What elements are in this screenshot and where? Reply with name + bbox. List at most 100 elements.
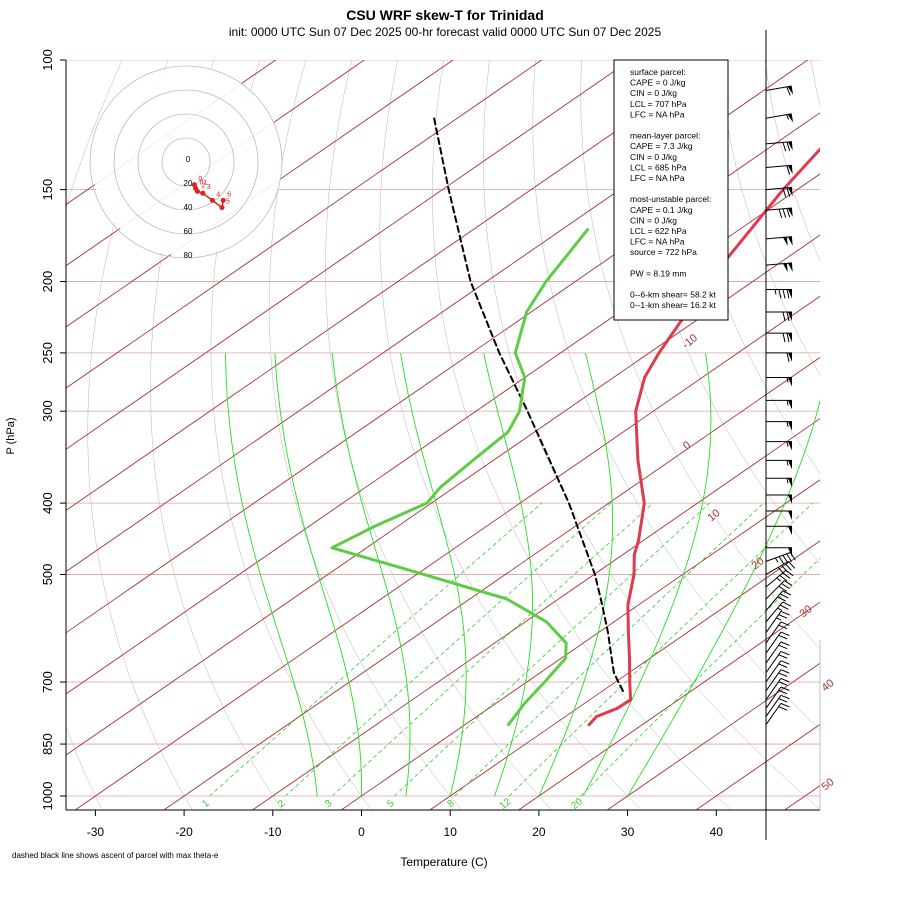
wind-barb-half-feather — [786, 400, 789, 406]
wind-barb-feather — [780, 686, 790, 691]
wind-barb-feather — [786, 208, 791, 218]
isotherm — [340, 479, 820, 810]
wind-barb — [766, 459, 792, 470]
wind-barb-feather — [778, 556, 785, 565]
isotherm-label: 10 — [706, 507, 723, 524]
wind-barb — [765, 113, 794, 123]
wind-barb — [766, 421, 792, 431]
wind-barb-pennant — [787, 236, 793, 246]
hodograph-ring — [113, 89, 259, 235]
wind-barb — [766, 332, 792, 343]
mixing-ratio-label: 2 — [276, 798, 288, 810]
wind-barb-feather — [778, 585, 787, 592]
info-line: 0--6-km shear= 58.2 kt — [630, 290, 716, 300]
wind-barb-feather — [782, 142, 787, 152]
info-line: PW = 8.19 mm — [630, 268, 686, 278]
dry-adiabat — [210, 60, 373, 810]
x-tick-label: 40 — [710, 825, 724, 839]
wind-barb — [765, 236, 793, 247]
wind-barb-pennant — [788, 511, 792, 521]
hodograph-point — [220, 197, 226, 203]
wind-barb-feather — [777, 596, 786, 602]
wind-barb-half-feather — [774, 557, 779, 563]
wind-barb-feather — [786, 289, 790, 299]
isotherm — [783, 785, 820, 810]
wind-barb-feather — [782, 332, 786, 343]
isotherm — [163, 356, 820, 810]
wind-barb-feather — [780, 631, 790, 637]
wind-barb-staff — [765, 641, 782, 664]
isotherm — [66, 112, 820, 634]
isotherm — [251, 418, 820, 810]
info-line: 0--1-km shear= 16.2 kt — [630, 300, 716, 310]
wind-barb-staff — [765, 590, 784, 611]
info-line: LCL = 622 hPa — [630, 226, 687, 236]
chart-subtitle: init: 0000 UTC Sun 07 Dec 2025 00-hr for… — [229, 25, 662, 39]
hodograph-ring — [89, 65, 283, 259]
wind-barb-pennant — [788, 460, 792, 470]
hodograph-point-label: 2 — [201, 182, 205, 189]
hodograph-point — [209, 197, 215, 203]
x-axis-label: Temperature (C) — [400, 855, 487, 869]
wind-barb-pennant — [788, 400, 792, 410]
wind-barb-pennant — [787, 141, 793, 151]
mixing-ratio-label: 5 — [385, 798, 397, 810]
wind-barb — [766, 441, 792, 451]
wind-barb-feather — [781, 583, 790, 589]
dry-adiabat — [718, 60, 820, 376]
dry-adiabat — [580, 60, 820, 649]
isotherm — [66, 234, 820, 756]
dry-adiabat — [895, 26, 900, 811]
wind-barb — [765, 141, 793, 152]
mixing-ratio-line — [285, 502, 612, 797]
wind-barb-staff — [765, 85, 792, 91]
dry-adiabat — [483, 60, 820, 810]
wind-barb — [765, 669, 790, 692]
hodograph-point — [219, 205, 225, 211]
wind-barb-staff — [765, 561, 789, 575]
isotherm-label: 40 — [820, 677, 837, 694]
wind-barb-pennant — [787, 165, 793, 175]
wind-barb — [766, 352, 792, 362]
wind-barb-feather — [786, 86, 791, 96]
wind-barb — [766, 288, 792, 299]
wind-barb-staff — [765, 611, 782, 634]
dry-adiabat — [532, 60, 820, 731]
wind-barb — [765, 694, 790, 717]
wind-barb-feather — [778, 289, 782, 299]
chart-title: CSU WRF skew-T for Trinidad — [346, 7, 544, 23]
wind-barb-feather — [782, 311, 786, 322]
y-tick-label: 150 — [40, 179, 55, 201]
wind-barb-pennant — [787, 207, 793, 217]
wind-barb-pennant — [788, 333, 792, 343]
isotherm — [66, 60, 543, 389]
wind-barb — [765, 660, 790, 683]
wind-barb-staff — [765, 703, 782, 725]
info-line: LCL = 685 hPa — [630, 162, 687, 172]
wind-barb — [765, 207, 793, 219]
wind-barb-half-feather — [786, 421, 789, 427]
mixing-ratio-line — [332, 502, 654, 797]
hodograph-point — [200, 190, 206, 196]
hodograph-ring — [161, 137, 211, 187]
wind-barb-pennant — [787, 262, 793, 272]
wind-barb-pennant — [788, 495, 792, 505]
info-line: CIN = 0 J/kg — [630, 215, 677, 225]
wind-barb — [765, 677, 790, 701]
info-line: surface parcel: — [630, 67, 686, 77]
wind-barb-feather — [782, 208, 787, 218]
wind-barb-feather — [782, 572, 791, 579]
wind-barb-staff — [765, 651, 782, 674]
hodograph-ring-label: 80 — [184, 251, 193, 260]
wind-barb-feather — [778, 614, 788, 619]
wind-barb — [766, 494, 792, 505]
hodograph-point-label: 4 — [216, 191, 220, 198]
wind-barb-staff — [765, 621, 782, 644]
wind-barb-feather — [779, 604, 789, 610]
dry-adiabat — [764, 60, 820, 262]
y-tick-label: 200 — [40, 271, 55, 293]
hodograph-point-label: 01 — [200, 179, 208, 186]
